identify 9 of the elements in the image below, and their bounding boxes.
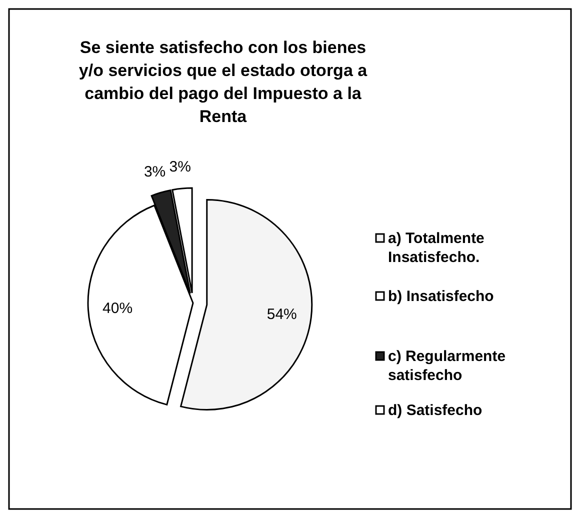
data-label: 40% [102,300,133,317]
chart-title: Se siente satisfecho con los bienes y/o servicios que el estado otorga a cambio del pago del Impuesto a la Renta [78,38,368,126]
data-label: 3% [144,163,166,180]
data-label: 54% [266,306,297,324]
data-label: 3% [169,158,191,176]
legend-label: d) Satisfecho [388,402,482,419]
legend-label: a) Totalmente Insatisfecho. [388,230,484,266]
legend-label: c) Regularmente satisfecho [388,348,506,384]
legend-label: b) Insatisfecho [388,288,494,305]
